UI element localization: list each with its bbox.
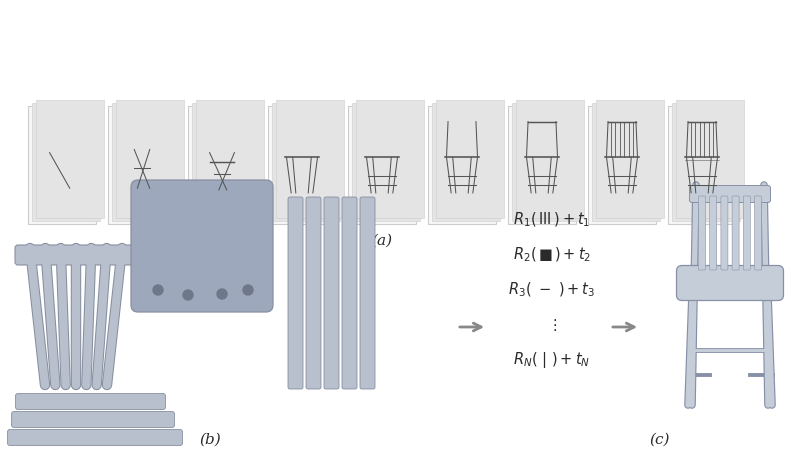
Text: (b): (b) xyxy=(199,433,221,447)
FancyBboxPatch shape xyxy=(743,196,751,270)
FancyBboxPatch shape xyxy=(196,100,264,218)
FancyBboxPatch shape xyxy=(116,100,184,218)
FancyBboxPatch shape xyxy=(276,100,344,218)
FancyBboxPatch shape xyxy=(36,100,104,218)
FancyBboxPatch shape xyxy=(721,196,728,270)
FancyBboxPatch shape xyxy=(672,103,740,221)
FancyBboxPatch shape xyxy=(112,103,180,221)
FancyBboxPatch shape xyxy=(516,100,584,218)
Text: (a): (a) xyxy=(372,234,393,248)
FancyBboxPatch shape xyxy=(436,100,504,218)
Text: $R_N(\ |\ ) + t_N$: $R_N(\ |\ ) + t_N$ xyxy=(513,350,591,370)
FancyBboxPatch shape xyxy=(428,106,496,224)
FancyBboxPatch shape xyxy=(668,106,736,224)
Text: $\vdots$: $\vdots$ xyxy=(547,317,557,333)
Circle shape xyxy=(153,285,163,295)
FancyBboxPatch shape xyxy=(15,394,166,410)
FancyBboxPatch shape xyxy=(709,196,717,270)
FancyBboxPatch shape xyxy=(32,103,100,221)
FancyBboxPatch shape xyxy=(508,106,576,224)
FancyBboxPatch shape xyxy=(689,186,771,202)
FancyBboxPatch shape xyxy=(288,197,303,389)
FancyBboxPatch shape xyxy=(11,411,175,428)
FancyBboxPatch shape xyxy=(596,100,664,218)
FancyBboxPatch shape xyxy=(131,180,273,312)
FancyBboxPatch shape xyxy=(188,106,256,224)
FancyBboxPatch shape xyxy=(192,103,260,221)
Circle shape xyxy=(243,285,253,295)
FancyBboxPatch shape xyxy=(588,106,656,224)
Circle shape xyxy=(183,290,193,300)
FancyBboxPatch shape xyxy=(324,197,339,389)
FancyBboxPatch shape xyxy=(698,196,705,270)
FancyBboxPatch shape xyxy=(28,106,96,224)
FancyBboxPatch shape xyxy=(592,103,660,221)
FancyBboxPatch shape xyxy=(15,245,143,265)
FancyBboxPatch shape xyxy=(360,197,375,389)
Text: (c): (c) xyxy=(650,433,671,447)
FancyBboxPatch shape xyxy=(306,197,321,389)
Text: $R_1(\,\mathsf{III}\,) + t_1$: $R_1(\,\mathsf{III}\,) + t_1$ xyxy=(513,211,591,229)
FancyBboxPatch shape xyxy=(342,197,357,389)
Text: $R_3(\ -\ ) + t_3$: $R_3(\ -\ ) + t_3$ xyxy=(508,281,595,299)
FancyBboxPatch shape xyxy=(108,106,176,224)
FancyBboxPatch shape xyxy=(352,103,420,221)
FancyBboxPatch shape xyxy=(272,103,340,221)
FancyBboxPatch shape xyxy=(755,196,761,270)
FancyBboxPatch shape xyxy=(732,196,739,270)
FancyBboxPatch shape xyxy=(676,100,744,218)
FancyBboxPatch shape xyxy=(512,103,580,221)
Text: $R_2(\,\blacksquare\,) + t_2$: $R_2(\,\blacksquare\,) + t_2$ xyxy=(513,246,591,264)
FancyBboxPatch shape xyxy=(432,103,500,221)
FancyBboxPatch shape xyxy=(348,106,416,224)
Circle shape xyxy=(217,289,227,299)
FancyBboxPatch shape xyxy=(268,106,336,224)
FancyBboxPatch shape xyxy=(356,100,424,218)
FancyBboxPatch shape xyxy=(7,430,183,445)
FancyBboxPatch shape xyxy=(676,266,784,300)
